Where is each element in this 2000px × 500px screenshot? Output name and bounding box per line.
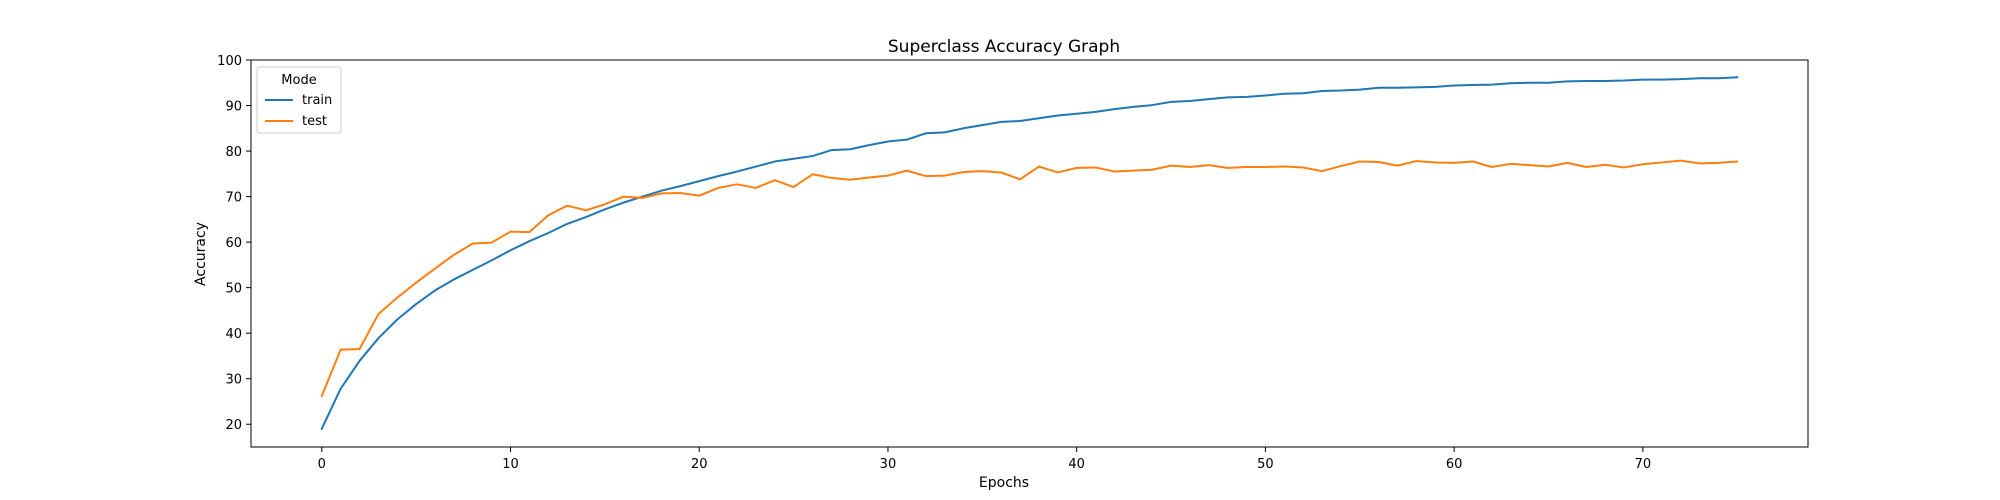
series-line-train bbox=[320, 76, 1739, 431]
x-axis-label: Epochs bbox=[979, 475, 1029, 491]
y-tick-label: 90 bbox=[225, 100, 242, 115]
y-tick-label: 70 bbox=[225, 191, 242, 206]
x-tick-label: 70 bbox=[1635, 457, 1652, 472]
legend-label-train: train bbox=[302, 93, 332, 108]
x-tick-label: 20 bbox=[691, 457, 708, 472]
y-tick-label: 60 bbox=[225, 236, 242, 251]
x-tick-label: 50 bbox=[1257, 457, 1274, 472]
x-tick-label: 40 bbox=[1068, 457, 1085, 472]
legend: Mode train test bbox=[256, 66, 342, 134]
series-line-test bbox=[320, 159, 1739, 398]
x-tick-label: 10 bbox=[502, 457, 519, 472]
axes-frame bbox=[250, 59, 1809, 448]
chart-title: Superclass Accuracy Graph bbox=[888, 37, 1120, 57]
y-tick-label: 40 bbox=[225, 327, 242, 342]
y-tick-label: 80 bbox=[225, 145, 242, 160]
legend-title: Mode bbox=[281, 73, 316, 88]
x-tick-label: 60 bbox=[1446, 457, 1463, 472]
y-tick-label: 100 bbox=[217, 54, 242, 69]
y-tick-label: 20 bbox=[225, 418, 242, 433]
legend-box bbox=[256, 66, 342, 134]
x-tick-label: 30 bbox=[880, 457, 897, 472]
x-tick-label: 0 bbox=[318, 457, 326, 472]
plot-area: 0 10 20 30 40 50 60 70 20 30 40 50 60 70 80 90 100 bbox=[217, 54, 1809, 472]
legend-label-test: test bbox=[302, 114, 327, 129]
y-axis-label: Accuracy bbox=[193, 222, 209, 286]
y-tick-label: 30 bbox=[225, 373, 242, 388]
y-tick-label: 50 bbox=[225, 282, 242, 297]
